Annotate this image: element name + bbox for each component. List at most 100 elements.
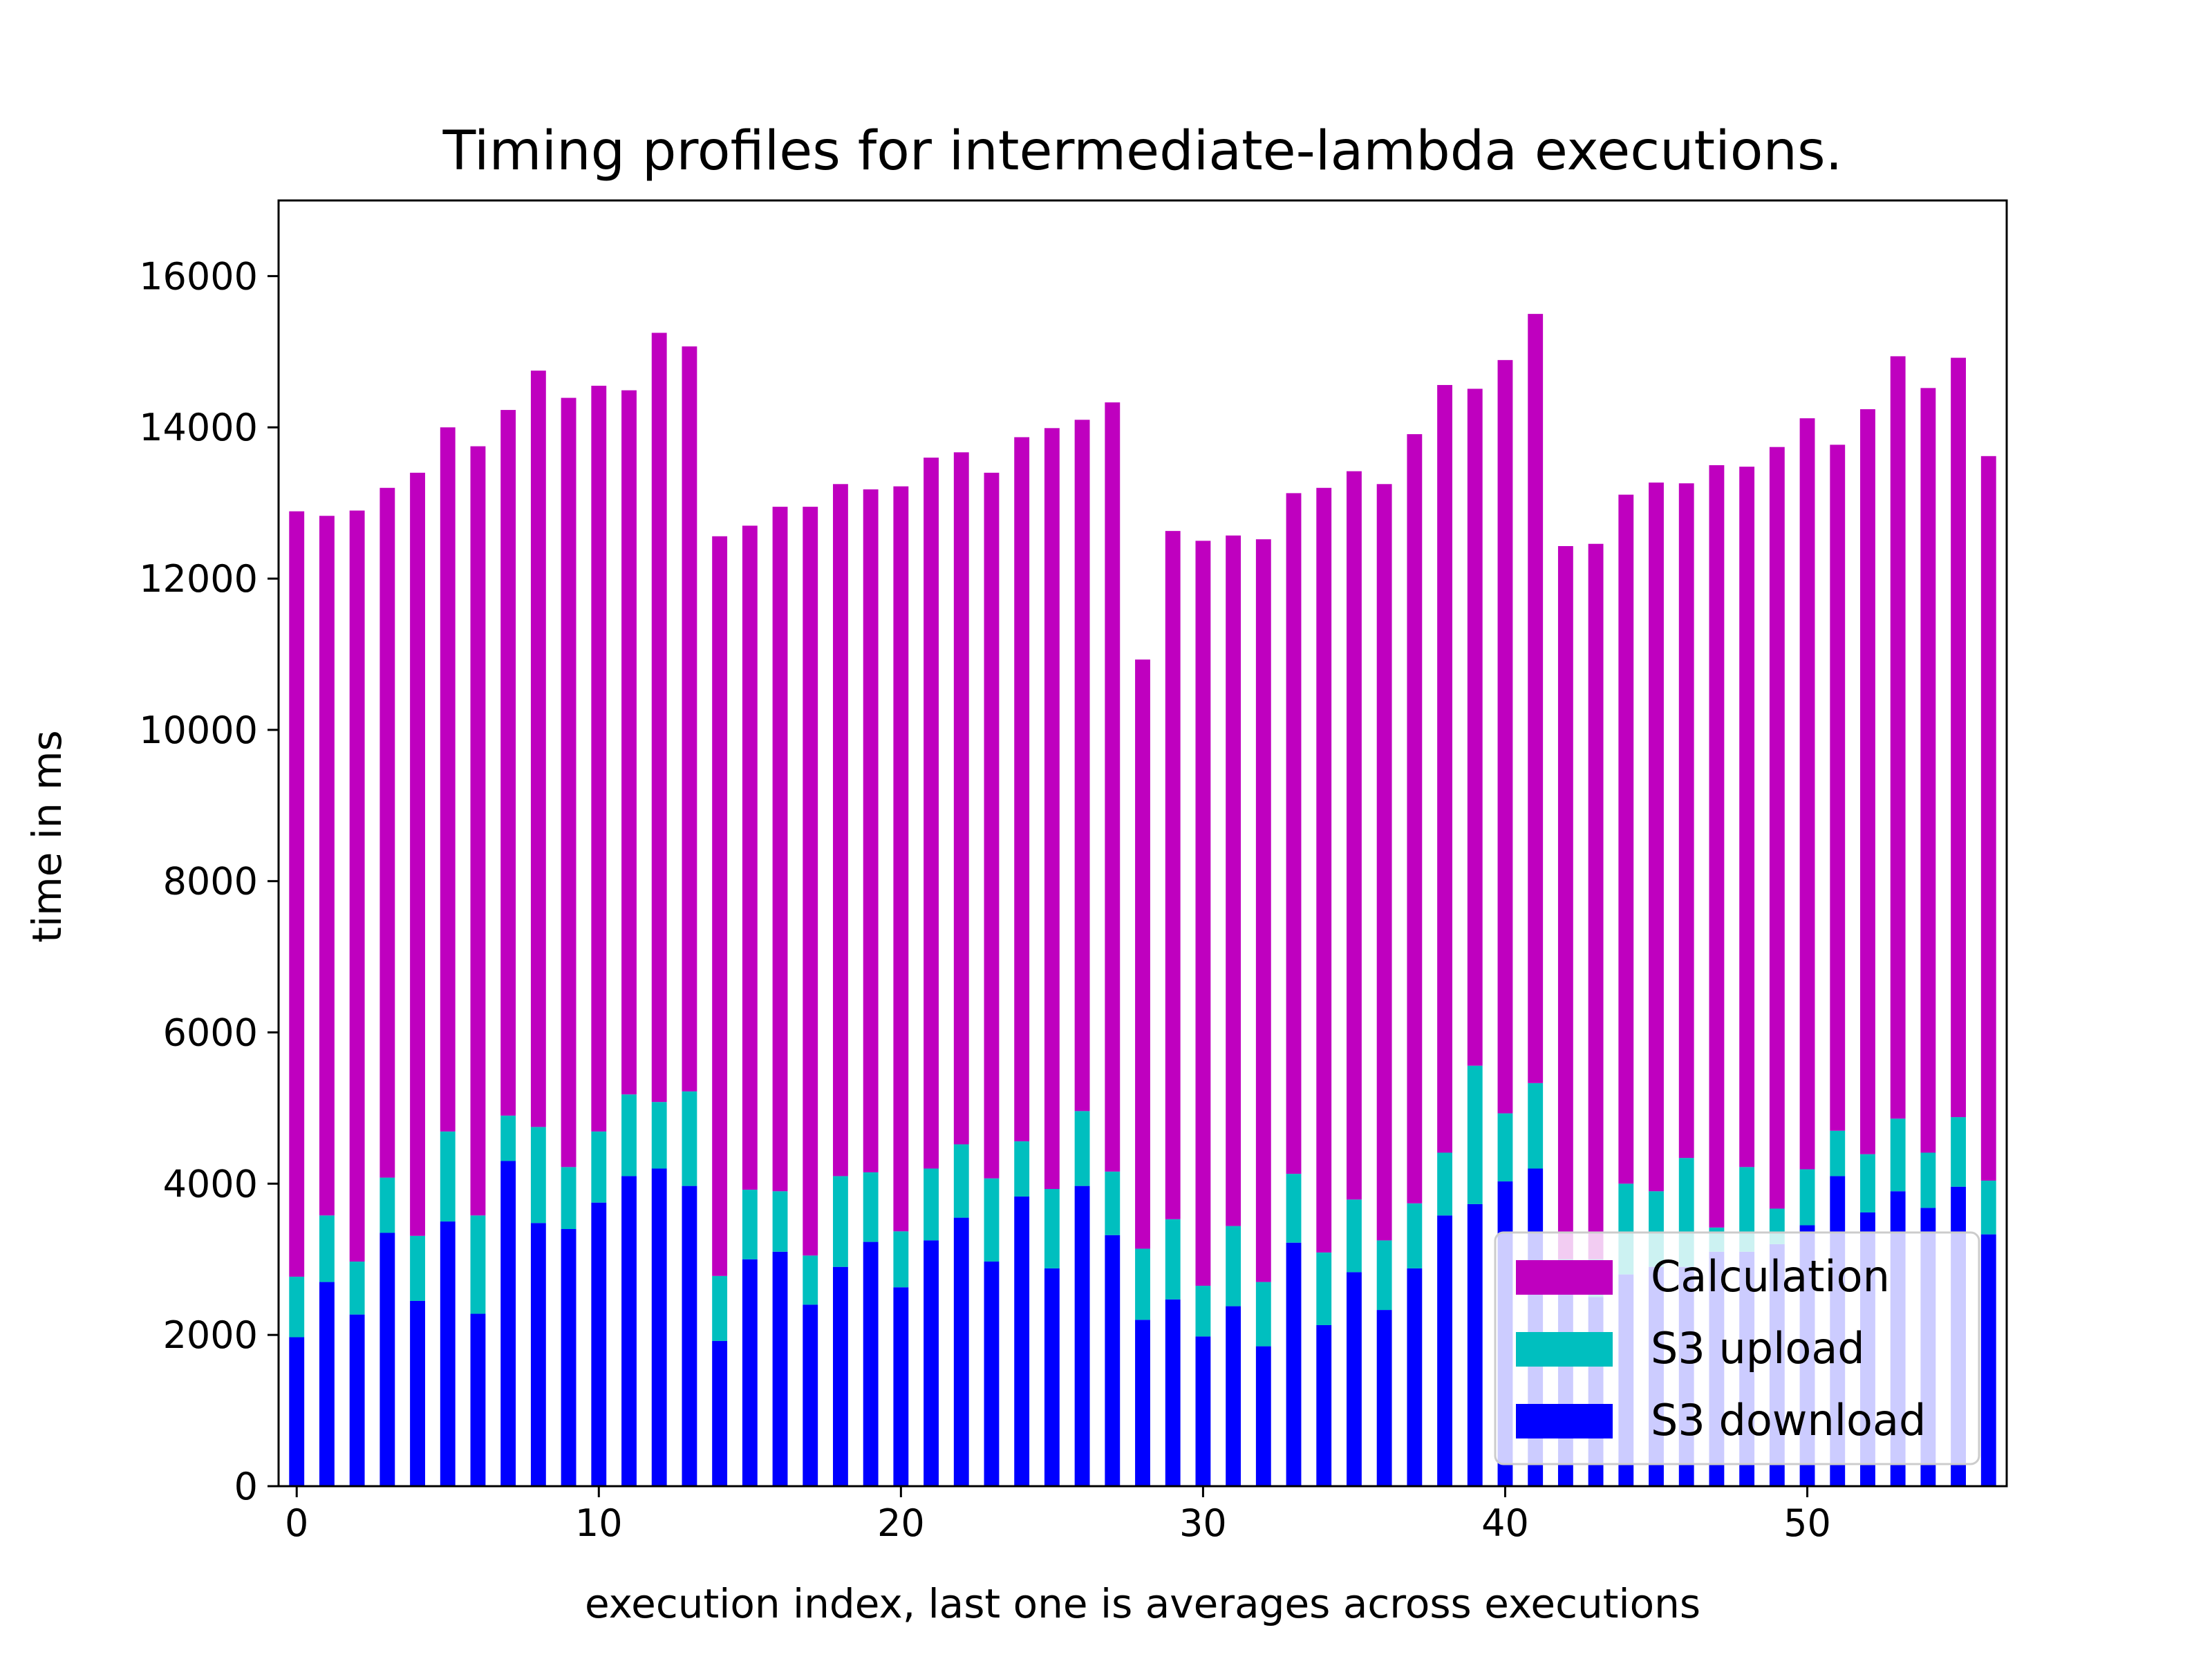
bar-s3-download-13: [682, 1185, 697, 1486]
bar-calculation-15: [742, 525, 758, 1190]
bar-s3-upload-48: [1739, 1167, 1755, 1252]
bar-calculation-38: [1437, 384, 1452, 1153]
bar-s3-download-22: [953, 1217, 969, 1486]
bar-calculation-52: [1860, 409, 1875, 1154]
plot-frame: [277, 199, 2008, 1488]
bar-s3-upload-2: [349, 1262, 365, 1315]
bar-s3-download-5: [440, 1221, 456, 1486]
bar-s3-download-19: [863, 1241, 879, 1486]
bar-s3-upload-40: [1497, 1113, 1513, 1182]
x-tick-label-40: 40: [1481, 1501, 1529, 1545]
bar-calculation-29: [1165, 531, 1181, 1219]
x-tick-label-0: 0: [285, 1501, 308, 1545]
axes-layer: 0 10 20 30 40 50 0 2000 4000 6000 8000 10000 12000 14…: [139, 199, 2008, 1545]
bar-calculation-53: [1890, 356, 1906, 1119]
bar-s3-download-16: [772, 1251, 788, 1486]
bar-s3-upload-8: [530, 1127, 546, 1224]
bar-s3-download-1: [319, 1282, 335, 1486]
bar-calculation-7: [500, 410, 516, 1116]
bar-s3-download-3: [379, 1232, 395, 1486]
bar-s3-download-4: [410, 1300, 425, 1486]
bar-s3-upload-52: [1860, 1154, 1875, 1212]
bar-s3-upload-28: [1135, 1248, 1150, 1320]
bar-s3-download-12: [651, 1168, 667, 1486]
bar-calculation-13: [682, 346, 697, 1091]
bar-calculation-19: [863, 489, 879, 1172]
x-axis-label: execution index, last one is averages ac…: [585, 1580, 1700, 1627]
legend-box: [1494, 1231, 1980, 1465]
bar-s3-upload-11: [621, 1094, 637, 1177]
bar-calculation-16: [772, 507, 788, 1192]
legend-swatch-s3-upload: [1516, 1332, 1613, 1367]
bar-calculation-48: [1739, 467, 1755, 1168]
bar-s3-download-56: [1980, 1234, 1996, 1486]
bar-calculation-43: [1588, 543, 1604, 1259]
bar-s3-upload-27: [1105, 1171, 1121, 1235]
legend-label-calculation: Calculation: [1651, 1251, 1890, 1302]
bar-s3-upload-12: [651, 1102, 667, 1169]
bar-s3-download-8: [530, 1223, 546, 1486]
bar-calculation-18: [833, 484, 848, 1177]
bar-calculation-51: [1830, 444, 1846, 1131]
bar-s3-upload-32: [1255, 1282, 1271, 1347]
bar-s3-upload-36: [1376, 1240, 1392, 1311]
bar-calculation-34: [1316, 487, 1332, 1253]
bar-s3-upload-6: [470, 1215, 486, 1314]
bar-s3-upload-1: [319, 1215, 335, 1282]
bar-calculation-14: [712, 536, 728, 1276]
bar-s3-download-35: [1347, 1272, 1362, 1486]
bar-s3-download-23: [984, 1262, 1000, 1486]
bar-s3-download-28: [1135, 1320, 1150, 1486]
bar-s3-upload-54: [1920, 1152, 1936, 1208]
bar-calculation-25: [1044, 428, 1060, 1190]
bar-calculation-55: [1951, 357, 1966, 1118]
bar-s3-upload-26: [1074, 1111, 1090, 1186]
bar-s3-download-29: [1165, 1299, 1181, 1486]
bar-s3-upload-39: [1467, 1065, 1483, 1204]
y-tick-label-12000: 12000: [139, 557, 258, 601]
bar-calculation-42: [1557, 546, 1573, 1259]
bar-s3-upload-3: [379, 1177, 395, 1233]
bar-calculation-36: [1376, 484, 1392, 1241]
bar-calculation-2: [349, 510, 365, 1262]
legend-label-s3-upload: S3 upload: [1651, 1323, 1865, 1374]
bar-s3-upload-22: [953, 1144, 969, 1218]
bar-s3-upload-0: [289, 1276, 305, 1338]
legend-swatch-calculation: [1516, 1260, 1613, 1295]
bar-s3-upload-14: [712, 1275, 728, 1341]
bar-s3-download-7: [500, 1161, 516, 1486]
bar-calculation-46: [1678, 483, 1694, 1159]
bar-s3-upload-51: [1830, 1130, 1846, 1177]
bar-calculation-32: [1255, 539, 1271, 1282]
bar-s3-upload-9: [561, 1167, 577, 1229]
bar-s3-download-25: [1044, 1268, 1060, 1486]
bar-calculation-49: [1769, 447, 1785, 1209]
y-tick-label-16000: 16000: [139, 254, 258, 298]
bar-s3-upload-16: [772, 1191, 788, 1252]
bar-calculation-22: [953, 452, 969, 1145]
bar-s3-download-9: [561, 1229, 577, 1486]
x-tick-label-30: 30: [1179, 1501, 1227, 1545]
bar-s3-upload-35: [1347, 1199, 1362, 1273]
bar-s3-download-27: [1105, 1235, 1121, 1486]
bar-s3-upload-19: [863, 1172, 879, 1242]
bar-s3-download-10: [591, 1202, 607, 1486]
bar-s3-download-31: [1226, 1306, 1241, 1486]
bar-calculation-4: [410, 472, 425, 1236]
bar-s3-upload-56: [1980, 1180, 1996, 1235]
bar-s3-download-18: [833, 1266, 848, 1486]
bar-calculation-33: [1286, 493, 1302, 1174]
bar-s3-upload-25: [1044, 1189, 1060, 1268]
bar-calculation-35: [1347, 471, 1362, 1200]
x-tick-label-20: 20: [877, 1501, 925, 1545]
bar-s3-download-38: [1437, 1215, 1452, 1486]
chart-title: Timing profiles for intermediate-lambda …: [442, 120, 1843, 182]
bar-s3-upload-24: [1014, 1141, 1030, 1197]
legend-label-s3-download: S3 download: [1651, 1395, 1926, 1445]
bar-s3-upload-53: [1890, 1118, 1906, 1192]
bar-s3-upload-17: [803, 1255, 818, 1305]
bar-s3-upload-18: [833, 1176, 848, 1267]
y-tick-label-0: 0: [234, 1465, 258, 1508]
bar-s3-download-39: [1467, 1203, 1483, 1486]
bar-calculation-30: [1195, 541, 1211, 1286]
